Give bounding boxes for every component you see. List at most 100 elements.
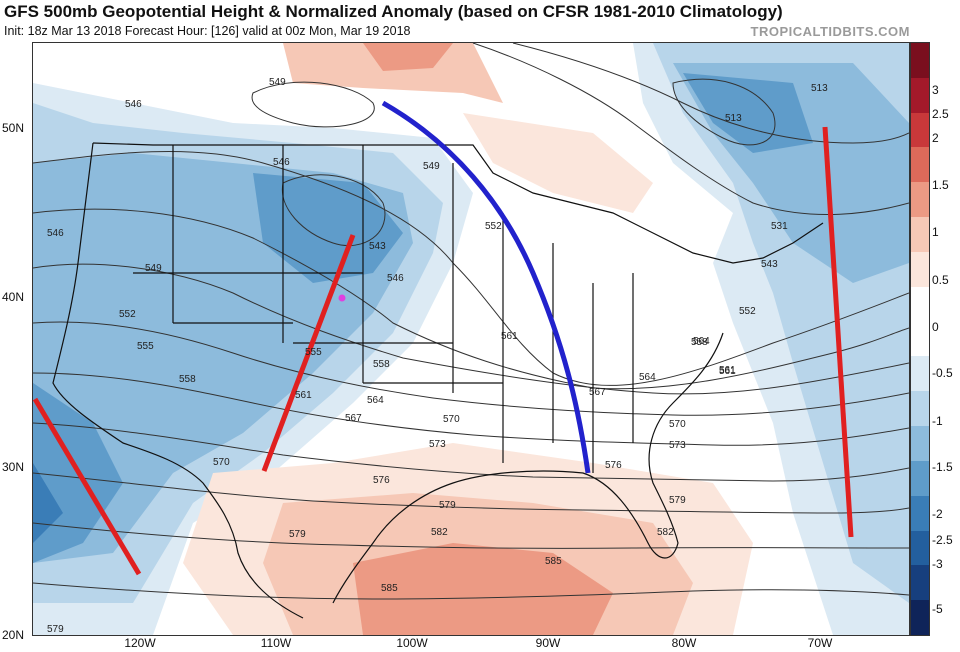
contour-label: 543 [761, 259, 778, 270]
colorbar-segment [911, 147, 929, 183]
map-svg: 549 546 546 546 549 543 546 549 552 552 … [33, 43, 909, 635]
contour-label: 555 [305, 347, 322, 358]
colorbar-segment [911, 495, 929, 532]
contour-label: 579 [669, 495, 686, 506]
lon-label-100w: 100W [396, 636, 428, 650]
chart-title: GFS 500mb Geopotential Height & Normaliz… [4, 2, 783, 21]
contour-label: 567 [589, 387, 606, 398]
contour-label: 570 [443, 414, 460, 425]
colorbar-segment [911, 286, 929, 323]
location-marker [338, 294, 346, 302]
colorbar-tick: 3 [932, 83, 939, 97]
contour-label: 561 [501, 331, 518, 342]
colorbar-tick: -2 [932, 507, 943, 521]
colorbar-tick: 0 [932, 320, 939, 334]
contour-label: 561 [719, 366, 736, 377]
contour-label: 573 [429, 439, 446, 450]
height-contours [33, 43, 909, 600]
lat-label-40n: 40N [2, 290, 25, 304]
red-line-rockies [261, 234, 356, 472]
contour-label: 558 [179, 374, 196, 385]
colorbar-tick: -3 [932, 557, 943, 571]
contour-label: 579 [47, 624, 64, 635]
colorbar-segment [911, 356, 929, 392]
colorbar-segment [911, 321, 929, 357]
colorbar-tick: -5 [932, 602, 943, 616]
colorbar-segment [911, 460, 929, 497]
colorbar-tick: 2 [932, 131, 939, 145]
contour-label: 570 [669, 419, 686, 430]
colorbar-tick: -0.5 [932, 366, 953, 380]
contour-label: 513 [725, 113, 742, 124]
contour-label: 579 [289, 529, 306, 540]
colorbar-tick: 0.5 [932, 273, 949, 287]
lat-label-30n: 30N [2, 460, 25, 474]
lat-label-50n: 50N [2, 121, 25, 135]
contour-label: 561 [295, 390, 312, 401]
contour-label: 513 [811, 83, 828, 94]
contour-label: 552 [119, 309, 136, 320]
contour-label: 585 [381, 583, 398, 594]
lon-label-120w: 120W [124, 636, 156, 650]
colorbar-segment [911, 530, 929, 566]
lon-label-90w: 90W [535, 636, 561, 650]
contour-label: 546 [387, 273, 404, 284]
colorbar-segment [911, 182, 929, 218]
contour-label: 573 [669, 440, 686, 451]
chart-subtitle: Init: 18z Mar 13 2018 Forecast Hour: [12… [4, 24, 411, 38]
colorbar-segment [911, 391, 929, 427]
colorbar-segment [911, 77, 929, 114]
lat-label-20n: 20N [2, 628, 25, 642]
contour-value-labels: 549 546 546 546 549 543 546 549 552 552 … [47, 77, 828, 635]
contour-label: 549 [269, 77, 286, 88]
colorbar-tick: -1 [932, 414, 943, 428]
lon-label-110w: 110W [260, 636, 292, 650]
contour-label: 549 [423, 161, 440, 172]
contour-label: 546 [47, 228, 64, 239]
red-line-west [33, 397, 142, 576]
annotation-overlays [33, 100, 854, 576]
geographic-boundaries [52, 142, 824, 619]
contour-label: 546 [273, 157, 290, 168]
contour-label: 564 [367, 395, 384, 406]
colorbar-segment [911, 426, 929, 462]
colorbar-segment [911, 600, 929, 636]
contour-label: 567 [345, 413, 362, 424]
contour-label: 558 [373, 359, 390, 370]
colorbar-tick: -1.5 [932, 460, 953, 474]
contour-label: 561 [719, 365, 736, 376]
contour-label: 531 [771, 221, 788, 232]
contour-label: 570 [213, 457, 230, 468]
contour-label: 549 [145, 263, 162, 274]
contour-label: 579 [439, 500, 456, 511]
colorbar-segment [911, 565, 929, 601]
contour-label: 546 [125, 99, 142, 110]
colorbar-tick: -2.5 [932, 533, 953, 547]
colorbar-tick: 2.5 [932, 107, 949, 121]
contour-label: 585 [545, 556, 562, 567]
map-panel: 549 546 546 546 549 543 546 549 552 552 … [32, 42, 910, 636]
colorbar-tick: 1 [932, 225, 939, 239]
contour-label: 552 [739, 306, 756, 317]
contour-label: 564 [693, 336, 710, 347]
colorbar-segment [911, 251, 929, 288]
contour-label: 576 [605, 460, 622, 471]
blue-trough-line [381, 100, 591, 474]
contour-label: 582 [657, 527, 674, 538]
lon-label-80w: 80W [671, 636, 697, 650]
contour-label: 564 [639, 372, 656, 383]
anomaly-shading [33, 43, 909, 635]
colorbar-segment [911, 112, 929, 148]
contour-label: 558 [691, 337, 708, 348]
colorbar-segment [911, 217, 929, 253]
colorbar-tick: 1.5 [932, 178, 949, 192]
contour-label: 582 [431, 527, 448, 538]
anomaly-colorbar [910, 42, 930, 636]
lon-label-70w: 70W [807, 636, 833, 650]
contour-label: 552 [485, 221, 502, 232]
red-line-atlantic [822, 126, 854, 538]
contour-label: 555 [137, 341, 154, 352]
colorbar-segment [911, 43, 929, 79]
contour-label: 543 [369, 241, 386, 252]
credit-text: TROPICALTIDBITS.COM [750, 24, 910, 39]
